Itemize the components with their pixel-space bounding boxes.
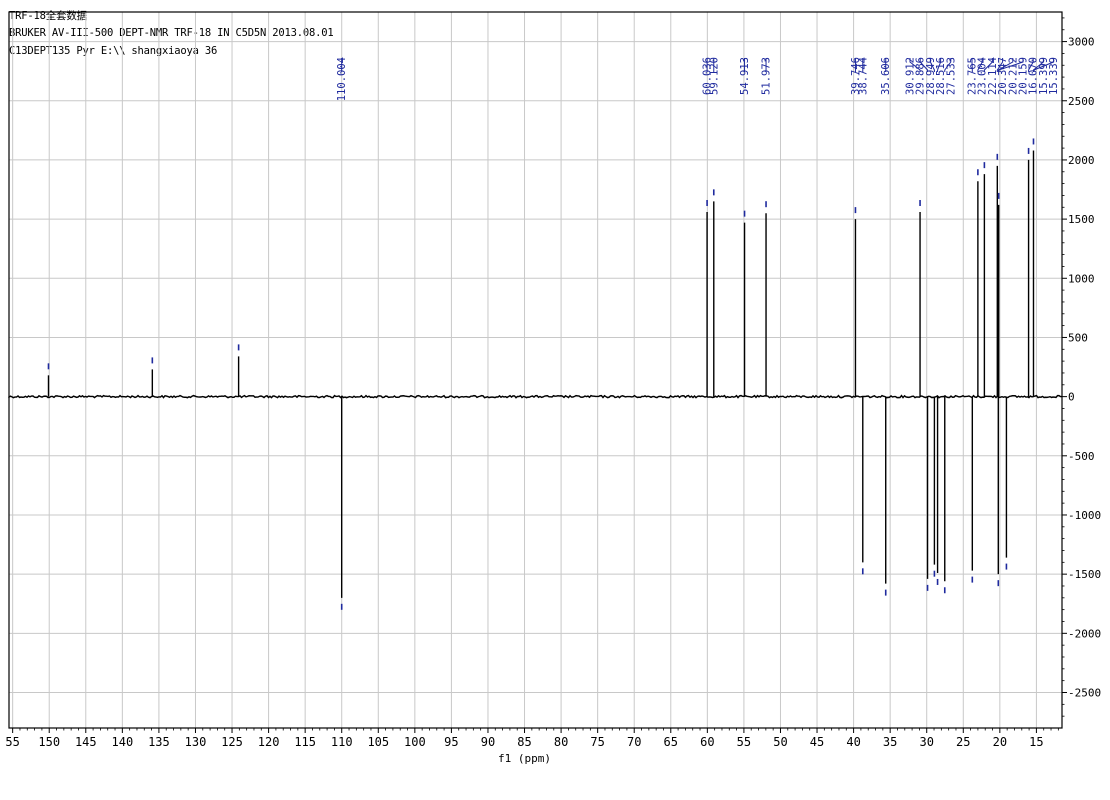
y-tick-label: -2500 [1068,686,1101,699]
axes: 55 150 145 140 135 130 125 120 115 110 105 100 95 90 8… [5,17,1101,765]
peak-label: 28.516 [935,57,947,95]
x-tick-label: 115 [294,735,316,749]
peak-label: 23.765 [967,57,979,95]
x-tick-label: 90 [481,735,495,749]
spectrum-trace [8,150,1063,598]
peak-label-leader [983,58,993,72]
y-tick-label: 0 [1068,391,1075,404]
x-tick-label: 70 [627,735,641,749]
y-tick-label: -500 [1068,450,1095,463]
peak-label-leader [1028,58,1034,72]
plot-frame-rect [8,11,1063,729]
y-tick-label: -1500 [1068,568,1101,581]
peak-label: 15.399 [1038,57,1050,95]
x-tick-label: 105 [367,735,389,749]
peak-label: 15.339 [1048,57,1060,95]
peak-label: 60.036 [702,57,714,95]
x-tick-label: 45 [810,735,824,749]
peak-label-leader [977,58,983,72]
peak-label-leader [1033,58,1055,72]
x-tick-label: 130 [185,735,207,749]
peak-label: 29.886 [915,57,927,95]
x-tick-label: 75 [590,735,604,749]
x-tick-label: 85 [517,735,531,749]
peak-label: 38.744 [857,57,869,95]
peak-label: 39.746 [850,57,862,95]
peak-label-leader [937,58,942,72]
peak-label: 23.004 [977,57,989,95]
y-tick-label: 2000 [1068,154,1095,167]
grid [9,12,1062,728]
peak-label-leader [998,58,1024,72]
peak-label: 110.004 [336,57,348,101]
x-tick-label: 60 [700,735,714,749]
x-tick-label: 50 [773,735,787,749]
peak-label: 30.912 [905,57,917,95]
peak-label: 51.973 [761,57,773,95]
y-tick-label: 500 [1068,331,1088,344]
x-tick-label: 30 [919,735,933,749]
x-tick-label: 120 [258,735,280,749]
x-tick-label: 135 [148,735,170,749]
y-tick-label: -2000 [1068,627,1101,640]
x-tick-label: 25 [956,735,970,749]
peak-label: 20.159 [1018,57,1030,95]
header-title: TRF-18全套数据 [9,10,87,22]
peak-label: 27.533 [945,57,957,95]
peak-label: 16.070 [1028,57,1040,95]
x-tick-label: 65 [664,735,678,749]
plot-frame [8,11,1063,729]
peak-label-leader [919,58,929,72]
x-tick-label: 80 [554,735,568,749]
x-tick-label: 100 [404,735,426,749]
x-tick-label: 55 [5,735,19,749]
y-tick-label: 3000 [1068,36,1095,49]
x-tick-label: 15 [1029,735,1043,749]
y-tick-label: 1500 [1068,213,1095,226]
peak-label-leader [996,58,1004,72]
x-axis-label: f1 (ppm) [498,752,551,765]
x-tick-label: 35 [883,735,897,749]
peak-label: 59.120 [708,57,720,95]
peak-label-leader [944,58,952,72]
peak-label: 20.347 [997,57,1009,95]
x-tick-label: 150 [38,735,60,749]
peak-label: 22.114 [987,57,999,95]
peak-label: 54.913 [739,57,751,95]
header-experiment: C13DEPT135 Pyr E:\\ shangxiaoya 36 [9,45,218,57]
y-tick-label: 2500 [1068,95,1095,108]
x-tick-label: 55 [737,735,751,749]
x-tick-label: 95 [444,735,458,749]
x-tick-label: 20 [993,735,1007,749]
x-tick-label: 110 [331,735,353,749]
x-tick-label: 125 [221,735,243,749]
y-tick-label: -1000 [1068,509,1101,522]
spectrum-baseline [8,394,1063,399]
peak-label: 28.949 [925,57,937,95]
x-tick-label: 40 [846,735,860,749]
peak-label-leader [929,58,935,72]
header-instrument: BRUKER AV-III-500 DEPT-NMR TRF-18 IN C5D… [9,27,334,39]
peak-label-leader [909,58,921,72]
y-tick-label: 1000 [1068,272,1095,285]
x-tick-label: 145 [75,735,97,749]
peak-label: 35.606 [880,57,892,95]
x-tick-label: 140 [112,735,134,749]
